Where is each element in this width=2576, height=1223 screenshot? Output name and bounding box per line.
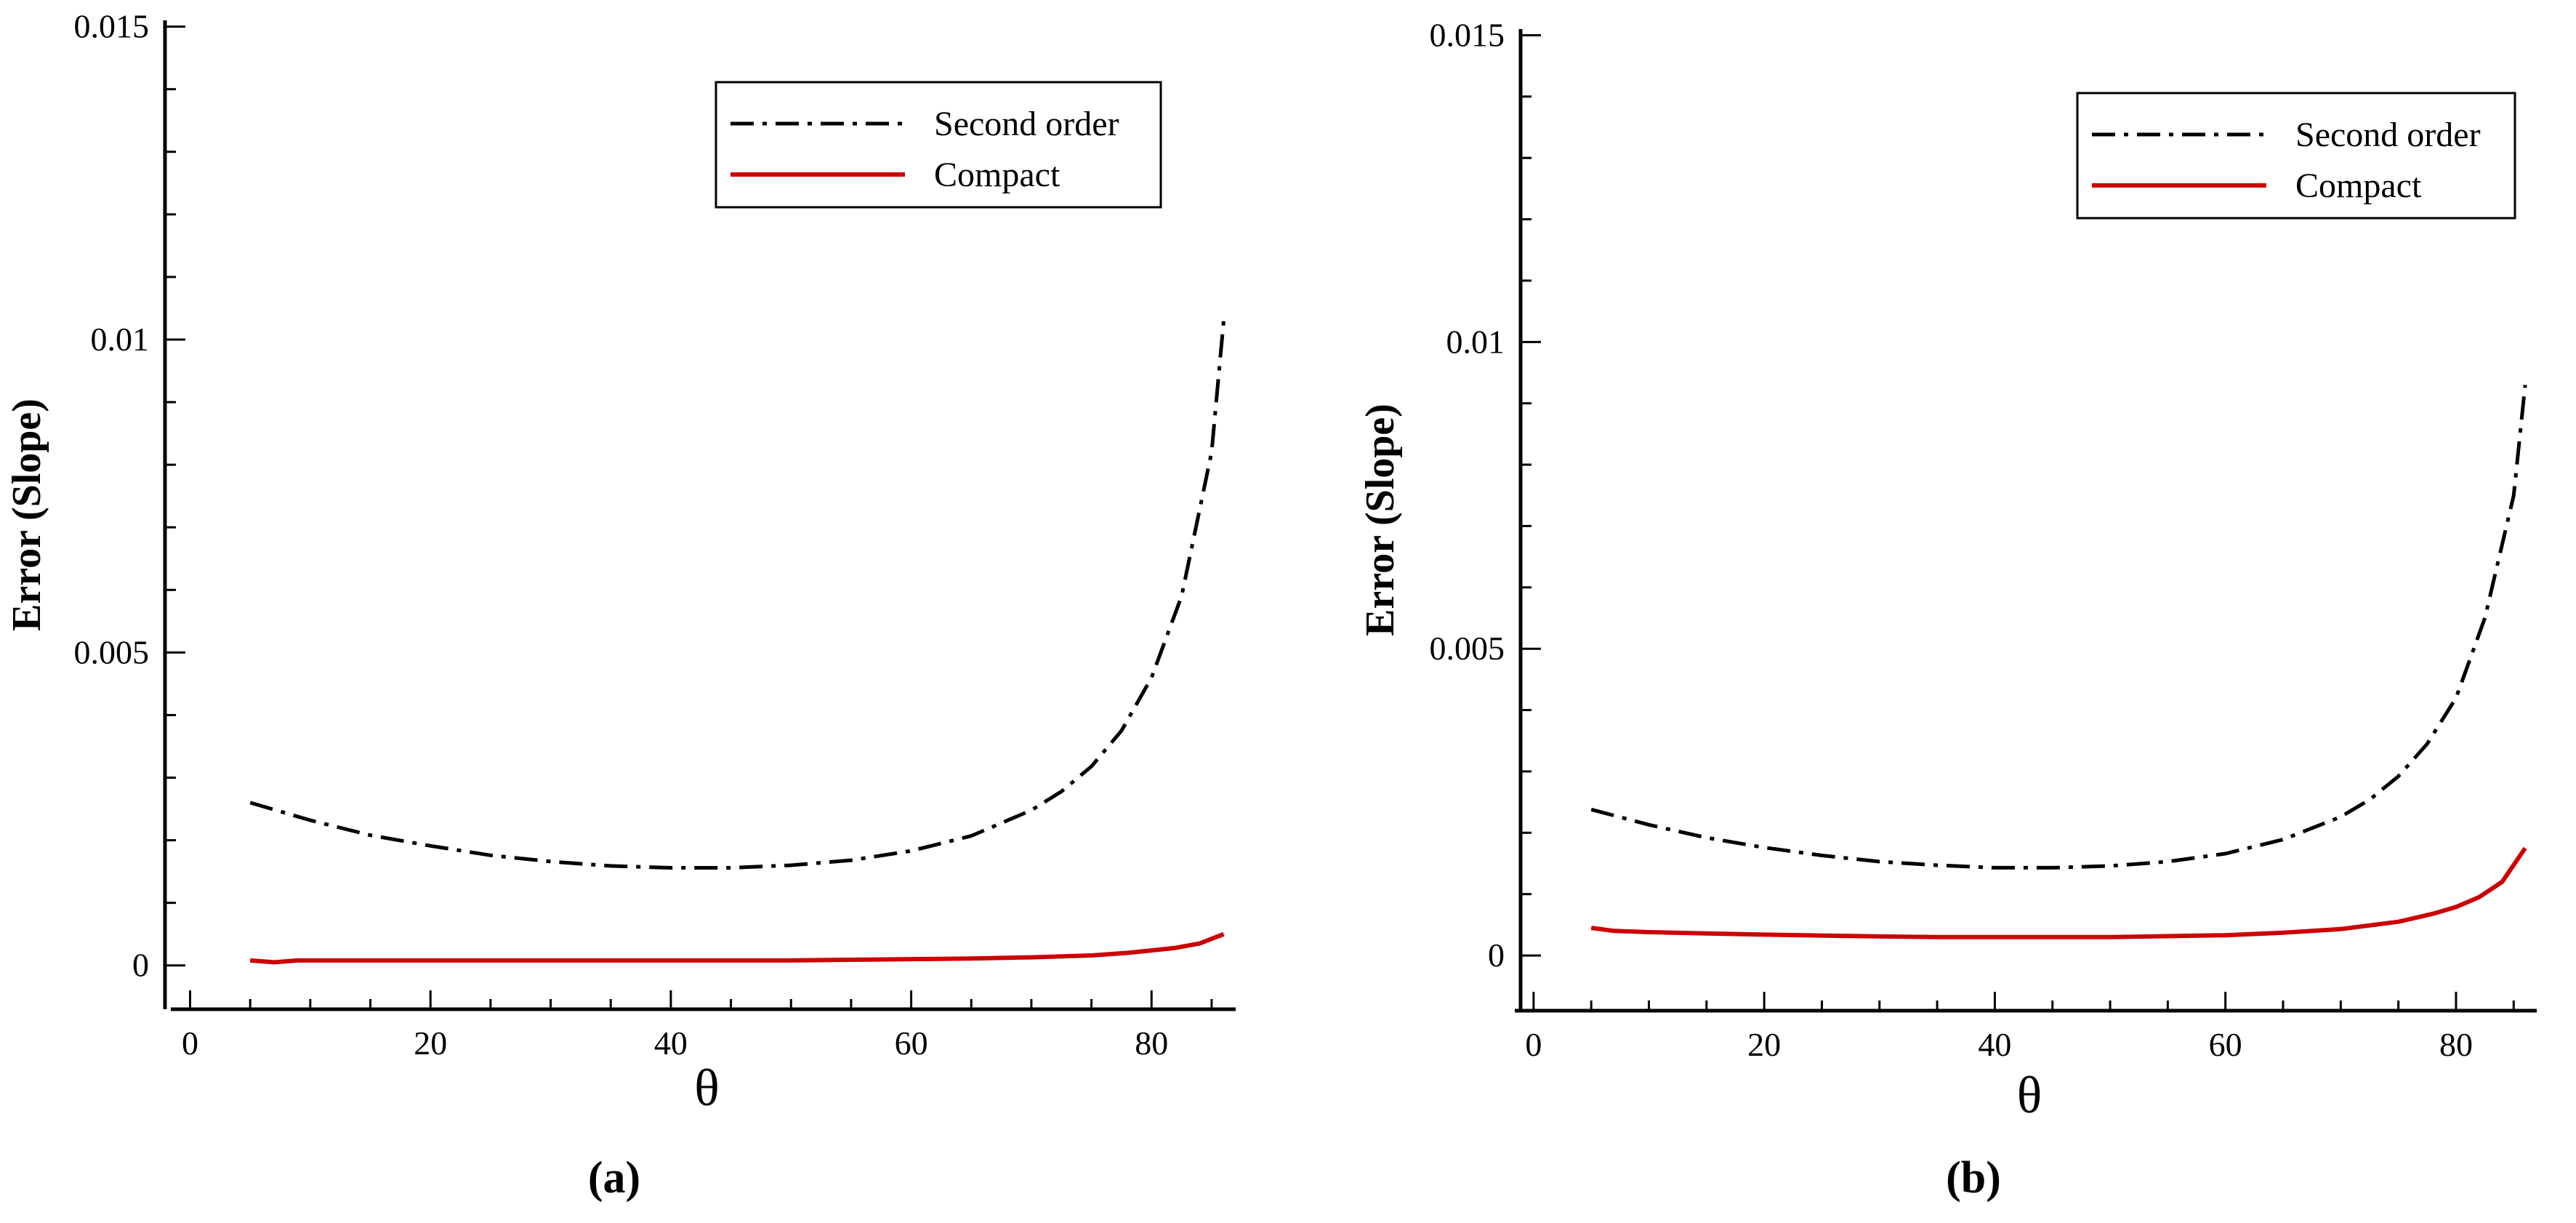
y-axis-title: Error (Slope)	[1358, 404, 1403, 636]
series-line-second-order	[249, 320, 1225, 870]
x-tick-label: 80	[2439, 1026, 2473, 1063]
x-tick-label: 0	[1525, 1026, 1542, 1063]
legend: Second order Compact	[2076, 92, 2516, 220]
y-tick-label: 0.01	[91, 321, 150, 358]
chart-panel-b: 0 20 40 60 80 0 0.005 0.01 0.015 θ Error (Slope) (b…	[1358, 16, 2537, 1203]
y-tick-label: 0	[1488, 937, 1505, 974]
x-tick-label: 40	[1978, 1026, 2011, 1063]
x-tick-label: 20	[1747, 1026, 1781, 1063]
y-tick-label: 0.01	[1446, 323, 1505, 360]
series-line-compact	[1590, 846, 2527, 939]
x-axis-title: θ	[2017, 1066, 2042, 1124]
legend-label: Second order	[934, 105, 1119, 143]
y-tick-label: 0	[132, 947, 149, 984]
chart-panel-a: 0 20 40 60 80 0 0.005 0.01 0.015 θ Error (Slope) (a…	[4, 8, 1236, 1203]
panel-label: (b)	[1946, 1153, 2001, 1203]
legend-label: Compact	[934, 156, 1060, 194]
y-tick-label: 0.005	[1430, 630, 1505, 667]
legend-label: Second order	[2295, 116, 2481, 154]
x-tick-label: 80	[1135, 1024, 1168, 1062]
y-tick-label: 0.015	[74, 8, 150, 45]
legend-box	[2076, 92, 2516, 220]
legend: Second order Compact	[715, 81, 1162, 209]
panel-label: (a)	[588, 1153, 640, 1203]
x-tick-label: 20	[414, 1024, 447, 1062]
x-tick-label: 60	[895, 1024, 928, 1062]
series-line-second-order	[1590, 385, 2527, 870]
x-tick-label: 40	[654, 1024, 688, 1062]
series-line-compact	[249, 931, 1225, 965]
legend-label: Compact	[2295, 167, 2422, 205]
x-tick-label: 60	[2209, 1026, 2242, 1063]
legend-box	[715, 81, 1162, 209]
y-tick-label: 0.015	[1430, 16, 1505, 53]
x-tick-label: 0	[182, 1024, 198, 1062]
y-tick-label: 0.005	[74, 633, 150, 670]
y-axis-title: Error (Slope)	[4, 398, 49, 631]
x-axis-title: θ	[694, 1059, 720, 1117]
